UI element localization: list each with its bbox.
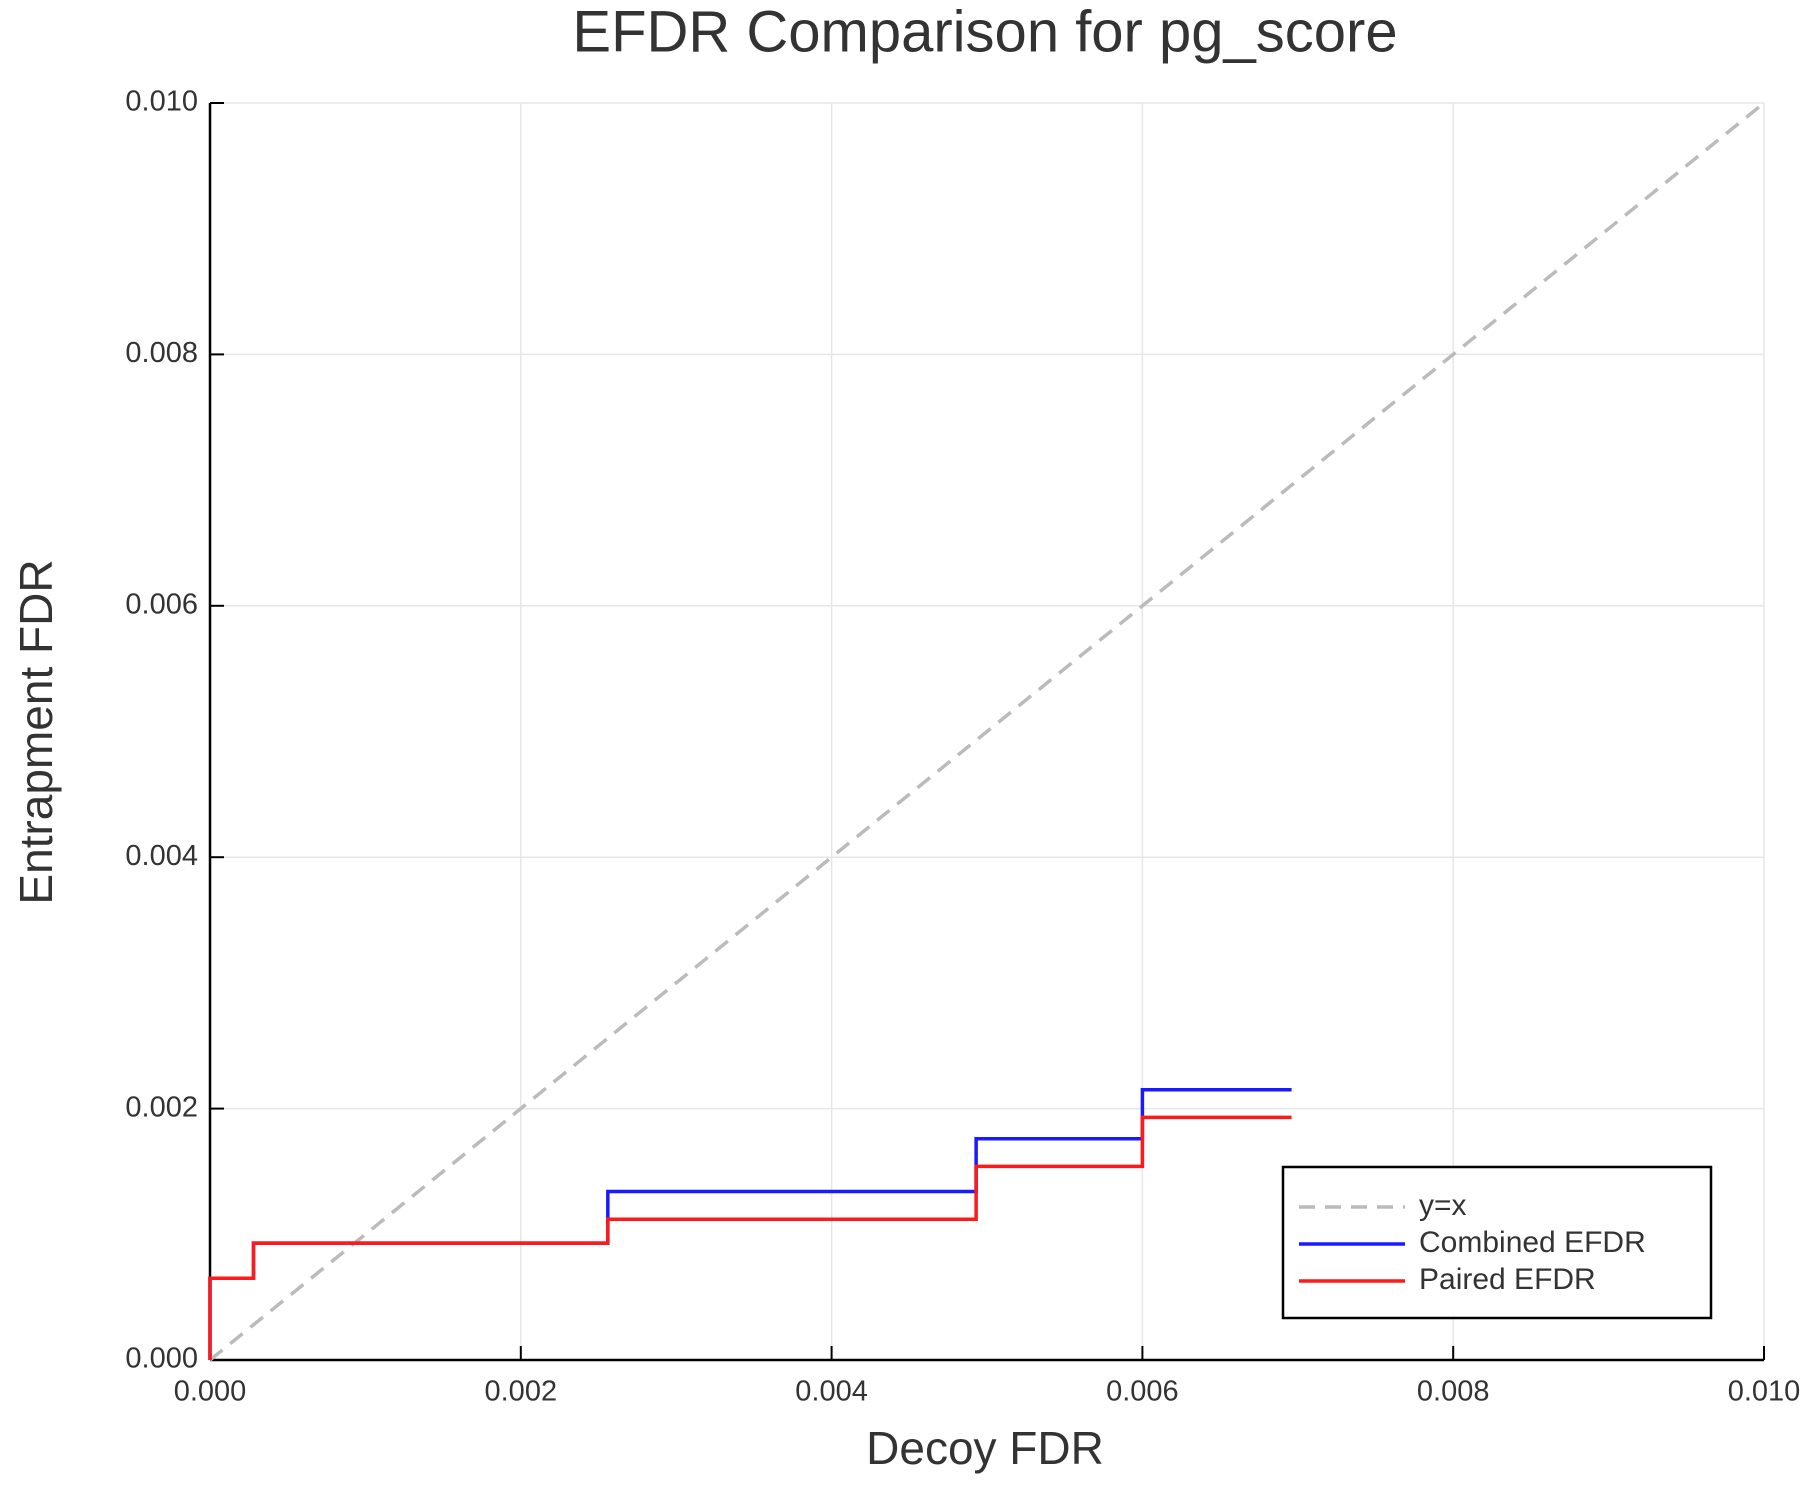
- y-tick-label: 0.010: [125, 86, 198, 118]
- y-tick-label: 0.000: [125, 1343, 198, 1375]
- series-line: [208, 1087, 1292, 1360]
- x-tick-label: 0.006: [1106, 1376, 1179, 1408]
- series-line: [208, 101, 1766, 1362]
- y-tick-label: 0.004: [125, 840, 198, 872]
- y-tick-label: 0.006: [125, 588, 198, 620]
- x-tick-label: 0.002: [485, 1376, 558, 1408]
- chart-title: EFDR Comparison for pg_score: [572, 0, 1397, 64]
- legend-label: Combined EFDR: [1419, 1226, 1646, 1259]
- x-tick-label: 0.008: [1417, 1376, 1490, 1408]
- x-tick-label: 0.004: [795, 1376, 868, 1408]
- legend-label: Paired EFDR: [1419, 1263, 1596, 1296]
- x-tick-label: 0.010: [1728, 1376, 1800, 1408]
- series-line: [208, 1115, 1292, 1360]
- legend-label: y=x: [1419, 1189, 1467, 1222]
- y-tick-label: 0.002: [125, 1091, 198, 1123]
- y-tick-label: 0.008: [125, 337, 198, 369]
- y-axis-label: Entrapment FDR: [10, 559, 62, 904]
- x-axis-label: Decoy FDR: [866, 1422, 1104, 1474]
- x-tick-label: 0.000: [174, 1376, 247, 1408]
